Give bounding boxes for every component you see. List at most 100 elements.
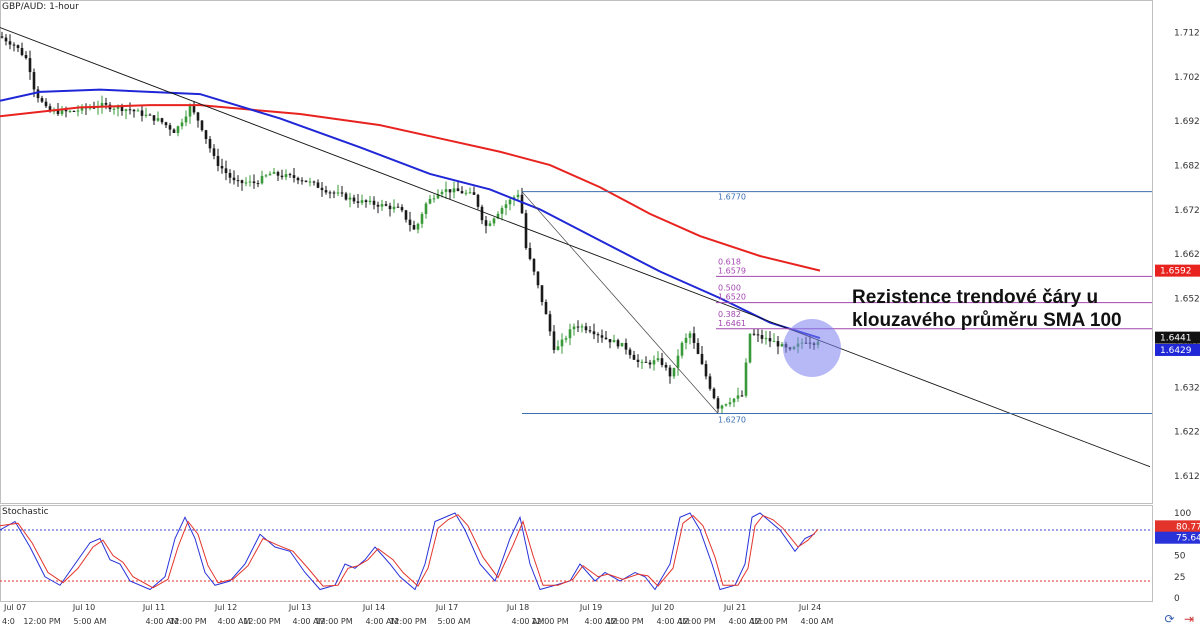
candle-down (132, 109, 136, 112)
candle-down (228, 173, 232, 178)
chart-tools: ⟳ ⇥ (1159, 612, 1194, 626)
candle-down (280, 175, 284, 178)
candle-up (556, 346, 560, 350)
candle-down (172, 129, 176, 133)
candle-down (756, 334, 760, 336)
candle-down (340, 192, 344, 194)
candle-down (356, 201, 360, 203)
fib-price-label: 1.6770 (718, 193, 746, 202)
price-badge-label: 1.6441 (1160, 334, 1192, 344)
candle-up (260, 176, 264, 184)
candle-down (456, 188, 460, 192)
candle-down (48, 106, 52, 112)
candle-down (296, 177, 300, 181)
date-tick: Jul 11 (142, 603, 165, 612)
candle-up (264, 175, 268, 177)
candle-down (704, 364, 708, 377)
candle-down (288, 174, 292, 176)
candle-up (492, 218, 496, 224)
refresh-icon[interactable]: ⟳ (1164, 612, 1175, 626)
price-tick: 1.6729 (1174, 206, 1200, 216)
candle-down (292, 175, 296, 178)
candle-up (100, 102, 104, 107)
date-tick: Jul 18 (506, 603, 529, 612)
stoch-tick: 25 (1174, 573, 1185, 583)
date-tick: Jul 21 (723, 603, 746, 612)
candle-down (204, 130, 208, 140)
candle-up (728, 402, 732, 405)
stoch-badge (1155, 520, 1200, 533)
candle-up (136, 110, 140, 112)
time-tick: 12:00 PM (23, 617, 60, 626)
candle-up (508, 199, 512, 205)
candle-up (184, 116, 188, 123)
candle-down (632, 354, 636, 360)
candle-down (140, 110, 144, 116)
forward-icon[interactable]: ⇥ (1183, 612, 1194, 626)
candle-down (72, 111, 76, 113)
candle-down (312, 181, 316, 183)
candle-down (644, 361, 648, 363)
candle-down (668, 367, 672, 377)
candle-down (4, 37, 8, 42)
candle-up (720, 405, 724, 409)
candle-up (620, 342, 624, 347)
time-tick: 4:0 (2, 617, 15, 626)
fib-price-label: 1.6520 (718, 293, 746, 302)
candle-down (548, 314, 552, 332)
candle-down (240, 180, 244, 184)
candle-up (188, 106, 192, 117)
candle-down (276, 172, 280, 176)
candle-up (732, 398, 736, 403)
candle-up (428, 198, 432, 204)
candle-up (420, 213, 424, 224)
time-tick: 12:00 PM (315, 617, 352, 626)
candle-up (744, 362, 748, 396)
candle-down (104, 102, 108, 105)
candle-down (624, 342, 628, 350)
date-tick: Jul 07 (3, 603, 26, 612)
candle-up (652, 360, 656, 365)
candle-down (544, 301, 548, 315)
candle-up (672, 367, 676, 377)
candle-down (224, 168, 228, 174)
candle-up (468, 192, 472, 194)
price-tick: 1.6829 (1174, 161, 1200, 171)
candle-down (12, 44, 16, 46)
price-tick: 1.6129 (1174, 472, 1200, 482)
time-tick: 4:00 AM (293, 617, 326, 626)
time-tick: 12:00 PM (243, 617, 280, 626)
fib-ratio-label: 0.382 (718, 310, 741, 319)
candle-up (124, 109, 128, 112)
candle-down (752, 333, 756, 335)
candle-down (708, 376, 712, 389)
candle-down (40, 98, 44, 102)
candle-up (336, 192, 340, 194)
candle-up (572, 326, 576, 330)
candle-down (192, 106, 196, 113)
candle-up (80, 106, 84, 111)
candle-up (656, 358, 660, 361)
candle-down (460, 191, 464, 194)
candle-up (424, 203, 428, 214)
candle-down (412, 225, 416, 230)
time-tick: 5:00 AM (438, 617, 471, 626)
candle-down (352, 197, 356, 202)
candle-up (560, 339, 564, 347)
price-axis-labels: 1.7129 1.7029 1.6929 1.6829 1.6729 1.6629 1.65… (1174, 28, 1200, 482)
stochastic-panel-frame (0, 505, 1153, 602)
time-tick: 4:00 AM (585, 617, 618, 626)
candle-up (440, 191, 444, 195)
candle-up (272, 172, 276, 174)
candle-down (484, 220, 488, 226)
candle-up (144, 114, 148, 116)
candle-up (684, 337, 688, 343)
candle-up (432, 198, 436, 200)
candle-down (740, 395, 744, 397)
candle-up (308, 181, 312, 183)
time-axis-labels: Jul 07 Jul 10 Jul 11 Jul 12 Jul 13 Jul 14 Jul … (2, 603, 834, 626)
candle-down (20, 48, 24, 56)
candle-up (416, 223, 420, 230)
time-tick: 12:00 PM (750, 617, 787, 626)
